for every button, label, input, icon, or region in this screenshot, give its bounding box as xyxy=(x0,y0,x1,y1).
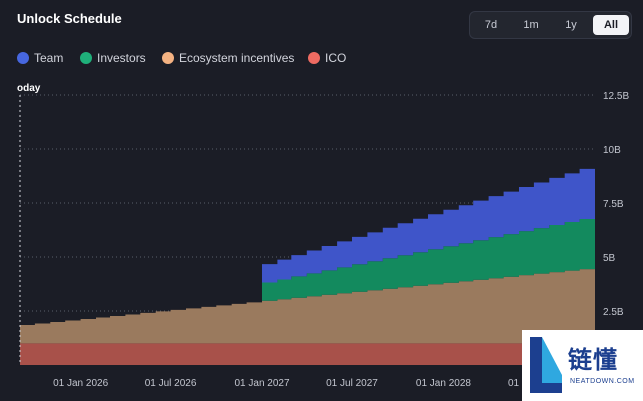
watermark-text: 链懂 xyxy=(568,347,618,374)
page-title: Unlock Schedule xyxy=(17,11,122,26)
x-tick-label: 01 Jul 2026 xyxy=(145,378,197,389)
legend-label: Team xyxy=(34,51,64,65)
watermark-subtext: NEATDOWN.COM xyxy=(570,378,635,385)
range-button-7d[interactable]: 7d xyxy=(484,19,498,31)
x-tick-label: 01 Jan 2026 xyxy=(53,378,108,389)
ico-dot-icon xyxy=(308,52,320,64)
x-tick-label: 01 Jul 2027 xyxy=(326,378,378,389)
legend-label: Ecosystem incentives xyxy=(179,51,295,65)
ecosystem-dot-icon xyxy=(162,52,174,64)
investors-dot-icon xyxy=(80,52,92,64)
watermark-logo: 链懂 NEATDOWN.COM xyxy=(522,330,643,401)
series-area-ico[interactable] xyxy=(20,343,595,365)
range-button-1m[interactable]: 1m xyxy=(523,19,539,31)
y-tick-label: 7.5B xyxy=(603,199,624,210)
y-tick-label: 12.5B xyxy=(603,91,629,102)
range-button-1y[interactable]: 1y xyxy=(565,19,577,31)
series-area-investors[interactable] xyxy=(20,216,595,325)
x-tick-label: 01 Jan 2028 xyxy=(416,378,471,389)
time-range-selector: 7d 1m 1y All xyxy=(469,11,632,39)
legend-label: ICO xyxy=(325,51,347,65)
y-tick-label: 10B xyxy=(603,145,621,156)
y-tick-label: 2.5B xyxy=(603,307,624,318)
today-label: oday xyxy=(17,83,41,94)
neatdown-logo-icon xyxy=(530,337,562,393)
y-tick-label: 5B xyxy=(603,253,616,264)
range-button-all[interactable]: All xyxy=(593,15,629,35)
legend-label: Investors xyxy=(97,51,146,65)
series-area-ecosystem-incentives[interactable] xyxy=(20,267,595,344)
team-dot-icon xyxy=(17,52,29,64)
x-tick-label: 01 Jan 2027 xyxy=(234,378,289,389)
